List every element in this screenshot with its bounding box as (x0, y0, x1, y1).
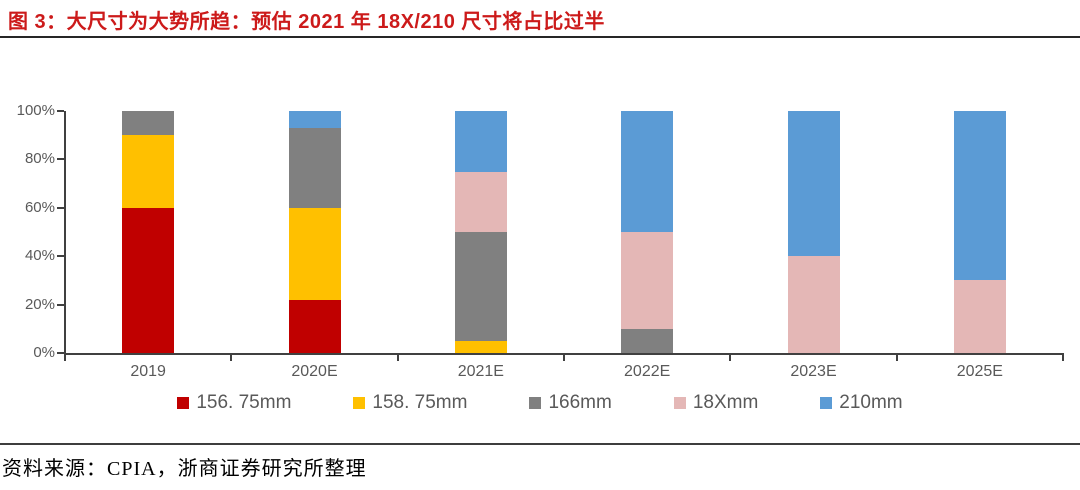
legend-item-166mm: 166mm (529, 392, 612, 414)
bar-segment-18Xmm (953, 280, 1006, 353)
title-divider-line (0, 36, 1080, 38)
x-axis-label: 2025E (956, 363, 1003, 380)
source-note: 资料来源：CPIA，浙商证券研究所整理 (2, 458, 367, 480)
x-axis-tick (895, 355, 898, 361)
bar-2021E (454, 111, 507, 353)
bar-segment-210mm (288, 111, 341, 128)
legend-label: 166mm (548, 392, 612, 413)
y-axis-tick-label: 100% (16, 102, 55, 119)
bar-segment-210mm (621, 111, 674, 233)
legend-item-156.75mm: 156. 75mm (177, 392, 291, 414)
bar-segment-210mm (454, 111, 507, 172)
y-axis-tick-label: 40% (24, 247, 55, 265)
legend-swatch (529, 397, 542, 409)
y-axis-tick (57, 158, 64, 161)
x-axis-label: 2020E (291, 363, 338, 380)
legend-label: 18Xmm (692, 392, 759, 413)
bar-segment-158.75mm (288, 207, 341, 300)
x-axis-tick (563, 355, 565, 361)
bar-segment-156.75mm (288, 299, 341, 353)
y-axis-tick (57, 255, 64, 258)
y-axis-tick (57, 206, 64, 209)
x-axis-label: 2021E (457, 363, 504, 380)
legend-swatch (177, 397, 190, 409)
x-axis-tick (396, 355, 399, 361)
y-axis-tick (57, 352, 64, 354)
bar-segment-210mm (787, 111, 840, 257)
stacked-bar-chart: 0% 20% 40% 60% 80% 100% 2019 2020E 2021E 2022E 202… (0, 103, 1080, 414)
bar-2022E (621, 111, 674, 353)
x-axis-tick (729, 355, 732, 361)
bar-segment-156.75mm (122, 207, 175, 353)
x-axis-tick (64, 355, 66, 361)
legend-label: 156. 75mm (196, 392, 292, 413)
legend-label: 158. 75mm (372, 392, 468, 413)
bar-segment-210mm (953, 111, 1006, 281)
chart-legend: 156. 75mm 158. 75mm 166mm 18Xmm 210mm (0, 392, 1080, 414)
bar-segment-166mm (621, 328, 674, 353)
legend-item-210mm: 210mm (820, 392, 903, 414)
x-axis-line (64, 353, 1064, 355)
bar-segment-166mm (454, 232, 507, 341)
source-divider-line (0, 443, 1080, 445)
y-axis-tick (57, 303, 64, 306)
legend-item-158.75mm: 158. 75mm (353, 392, 467, 414)
legend-swatch (673, 397, 686, 409)
x-axis-tick (1062, 355, 1064, 361)
x-axis-tick (230, 355, 233, 361)
bar-segment-166mm (122, 111, 175, 136)
y-axis-tick-label: 60% (24, 198, 55, 216)
bar-segment-166mm (288, 127, 341, 208)
y-axis-line (64, 111, 66, 355)
x-axis-label: 2022E (624, 363, 671, 380)
bar-2023E (787, 111, 840, 353)
bar-2019 (122, 111, 175, 353)
figure-title: 图 3：大尺寸为大势所趋：预估 2021 年 18X/210 尺寸将占比过半 (8, 11, 605, 33)
bar-segment-18Xmm (787, 256, 840, 353)
legend-item-18Xmm: 18Xmm (673, 392, 759, 414)
legend-swatch (353, 397, 366, 409)
bar-segment-158.75mm (122, 135, 175, 208)
y-axis-tick-label: 20% (24, 295, 55, 313)
y-axis-tick-label: 0% (33, 344, 55, 361)
y-axis-tick-label: 80% (24, 150, 55, 168)
bar-2025E (953, 111, 1006, 353)
x-axis-label: 2023E (790, 363, 837, 380)
bar-segment-18Xmm (621, 232, 674, 329)
bar-2020E (288, 111, 341, 353)
x-axis-label: 2019 (130, 363, 166, 380)
bar-segment-158.75mm (454, 340, 507, 353)
y-axis-tick (57, 110, 64, 112)
plot-area: 0% 20% 40% 60% 80% 100% 2019 2020E 2021E 2022E 202… (17, 103, 1064, 380)
legend-label: 210mm (839, 392, 903, 413)
legend-swatch (820, 397, 833, 409)
bar-segment-18Xmm (454, 171, 507, 233)
